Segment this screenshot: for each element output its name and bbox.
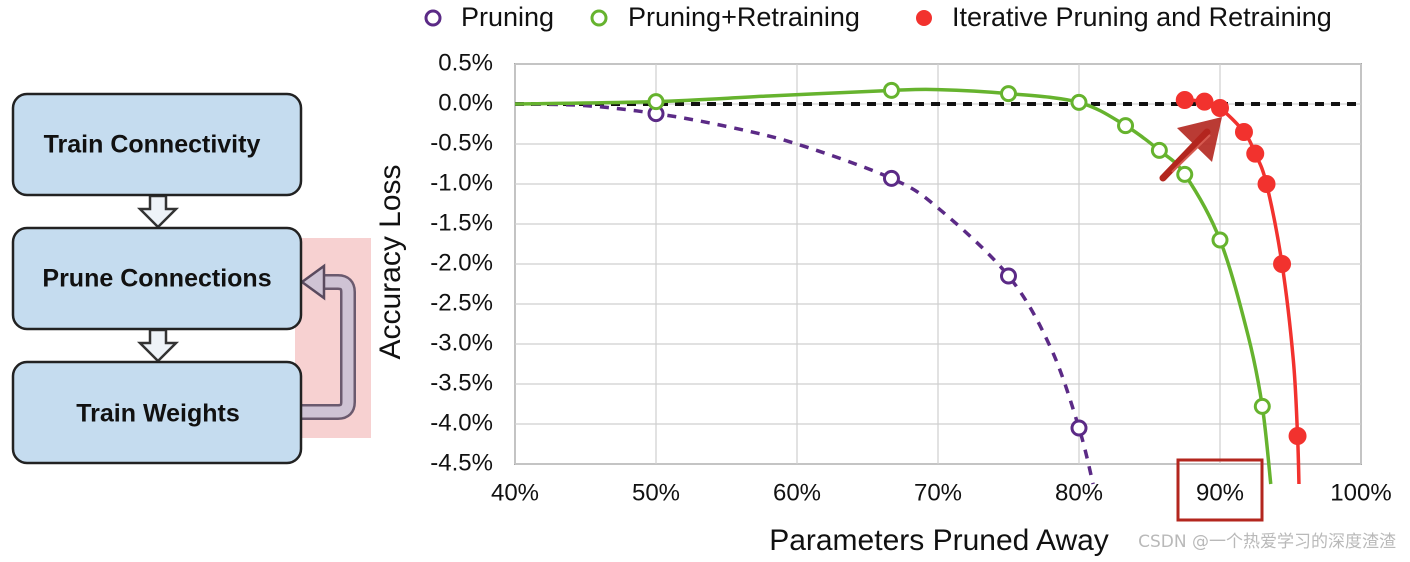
data-point: [1150, 141, 1168, 159]
y-tick-label: 0.0%: [438, 89, 493, 116]
x-axis-label: Parameters Pruned Away: [769, 524, 1109, 557]
data-point: [1234, 123, 1253, 141]
legend-label: Pruning+Retraining: [628, 2, 860, 32]
x-tick-labels: 40% 50% 60% 70% 80% 90% 100%: [491, 479, 1392, 506]
y-tick-label: -1.5%: [430, 209, 493, 236]
series-line: [515, 102, 1095, 485]
series-1: [515, 81, 1273, 485]
data-point: [1211, 99, 1229, 117]
y-tick-label: -2.0%: [430, 249, 493, 276]
flow-step-label: Train Connectivity: [44, 131, 261, 159]
highlighted-tick-box: [1176, 458, 1264, 522]
legend-marker: [916, 10, 932, 26]
data-point: [1195, 92, 1214, 111]
data-point: [1070, 419, 1088, 437]
watermark: CSDN @一个热爱学习的深度渣渣: [1138, 532, 1396, 552]
legend-label: Iterative Pruning and Retraining: [952, 2, 1332, 32]
y-tick-label: -4.0%: [430, 409, 493, 436]
x-tick-label: 60%: [773, 479, 821, 506]
data-point: [1070, 93, 1088, 111]
x-tick-label: 40%: [491, 479, 539, 506]
data-point: [1257, 175, 1276, 193]
legend-item-pruning: Pruning: [424, 2, 554, 32]
data-point: [647, 93, 665, 111]
y-tick-label: -4.5%: [430, 449, 493, 476]
y-tick-label: -3.0%: [430, 329, 493, 356]
loop-arrow-head: [299, 263, 326, 301]
flow-step-prune-connections: Prune Connections: [11, 226, 303, 331]
data-point: [1175, 91, 1194, 109]
x-tick-label: 100%: [1330, 479, 1391, 506]
y-tick-label: -1.0%: [430, 169, 493, 196]
data-point: [1211, 231, 1229, 249]
data-point: [1253, 397, 1271, 415]
data-point: [1000, 267, 1017, 285]
down-arrow-1: [136, 194, 180, 229]
data-point: [1273, 255, 1292, 273]
series-2: [1175, 91, 1307, 485]
flow-step-label: Train Weights: [76, 400, 239, 428]
flow-step-label: Prune Connections: [42, 265, 271, 293]
chart: 0.5% 0.0% -0.5% -1.0% -1.5% -2.0% -2.5% -3.0% -3…: [374, 49, 1392, 557]
legend-label: Pruning: [461, 2, 554, 32]
legend-marker: [590, 9, 608, 27]
x-tick-label: 50%: [632, 479, 680, 506]
legend-marker: [424, 9, 442, 27]
legend: Pruning Pruning+Retraining Iterative Pru…: [424, 2, 1332, 32]
data-point: [1117, 117, 1135, 135]
annotation-arrow: [1159, 117, 1222, 182]
data-point: [882, 169, 900, 187]
y-axis-label: Accuracy Loss: [374, 164, 407, 359]
y-tick-label: -0.5%: [430, 129, 493, 156]
x-tick-label: 70%: [914, 479, 962, 506]
data-point: [882, 81, 900, 99]
flow-step-train-connectivity: Train Connectivity: [11, 92, 303, 197]
x-tick-label: 80%: [1055, 479, 1103, 506]
x-tick-label: 90%: [1196, 479, 1244, 506]
down-arrow-2: [136, 328, 180, 363]
series-layer: [515, 81, 1307, 485]
legend-item-pruning-retraining: Pruning+Retraining: [590, 2, 860, 32]
y-tick-label: -2.5%: [430, 289, 493, 316]
data-point: [1176, 165, 1194, 183]
flow-diagram: Train Connectivity Prune Connections Tra…: [11, 92, 371, 465]
flow-step-train-weights: Train Weights: [11, 360, 303, 465]
y-tick-labels: 0.5% 0.0% -0.5% -1.0% -1.5% -2.0% -2.5% -3.0% -3…: [430, 49, 493, 476]
y-tick-label: -3.5%: [430, 369, 493, 396]
legend-item-iterative: Iterative Pruning and Retraining: [916, 2, 1332, 32]
data-point: [1246, 144, 1265, 163]
data-point: [1288, 427, 1307, 445]
y-tick-label: 0.5%: [438, 49, 493, 76]
data-point: [1000, 85, 1017, 103]
grid: [514, 63, 1362, 465]
